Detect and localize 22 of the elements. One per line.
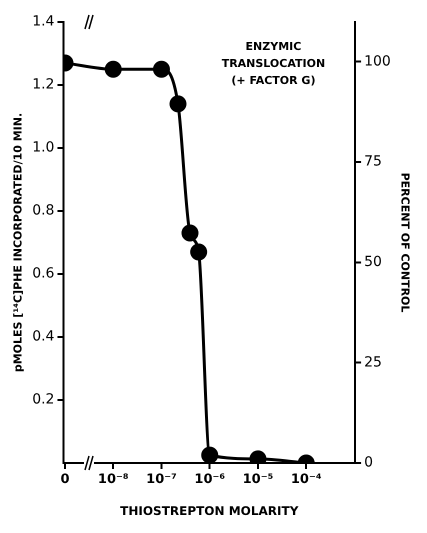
y2-tick-label: 50 bbox=[364, 254, 382, 270]
x-tick-label: 10⁻⁶ bbox=[194, 472, 226, 488]
y2-tick-label: 25 bbox=[364, 354, 382, 370]
y-tick-label: 1.4 bbox=[32, 14, 55, 30]
x-tick-label: 0 bbox=[60, 472, 70, 488]
x-tick-label: 10⁻⁴ bbox=[290, 472, 322, 488]
y-axis-title: pMOLES [¹⁴C]PHE INCORPORATED/10 MIN. bbox=[11, 112, 24, 372]
x-tick-label: 10⁻⁵ bbox=[242, 472, 274, 488]
y-tick-label: 1.2 bbox=[32, 76, 54, 93]
x-tick-label: 10⁻⁸ bbox=[98, 472, 129, 488]
y-tick-label: 0.2 bbox=[32, 392, 54, 408]
y2-tick-label: 75 bbox=[364, 154, 382, 170]
y2-axis-title: PERCENT OF CONTROL bbox=[398, 172, 412, 312]
y-tick-label: 0.8 bbox=[32, 202, 54, 219]
text: ENZYMIC TRANSLOCATION (+ FACTOR G) bbox=[222, 40, 326, 87]
y2-tick-label: 100 bbox=[364, 53, 391, 70]
y-tick-label: 0.4 bbox=[32, 328, 55, 345]
x-axis-title: THIOSTREPTON MOLARITY bbox=[120, 504, 299, 518]
y-tick-label: 1.0 bbox=[32, 140, 54, 156]
x-tick-label: 10⁻⁷ bbox=[146, 472, 177, 488]
y-tick-label: 0.6 bbox=[32, 266, 55, 282]
y2-tick-label: 0 bbox=[364, 454, 373, 471]
